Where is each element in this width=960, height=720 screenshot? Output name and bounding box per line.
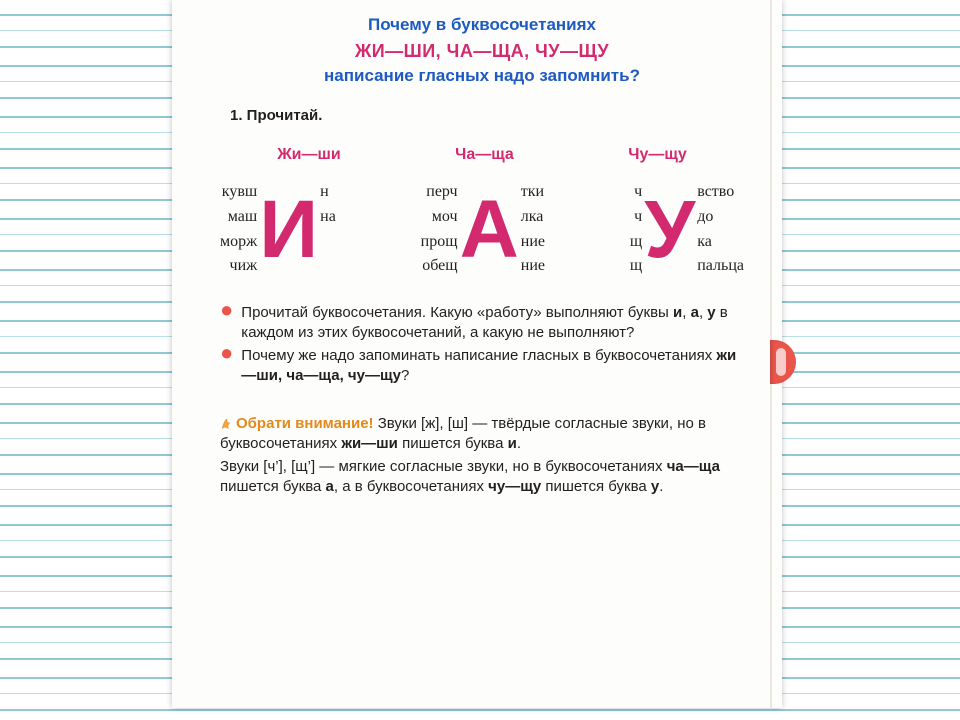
word-prefix: кувш bbox=[220, 180, 257, 205]
bullet-text: Прочитай буквосочетания. Какую «работу» … bbox=[241, 303, 744, 344]
word-prefix: прощ bbox=[421, 230, 458, 255]
title-line-3: написание гласных надо запомнить? bbox=[220, 65, 744, 88]
word-suffix: ние bbox=[521, 230, 545, 255]
attention-note: Обрати внимание! Звуки [ж], [ш] — твёрды… bbox=[220, 414, 744, 497]
word-prefix: чиж bbox=[220, 254, 257, 279]
textbook-page: Почему в буквосочетаниях ЖИ—ШИ, ЧА—ЩА, Ч… bbox=[172, 0, 782, 708]
bullet-text: Почему же надо запоминать написание глас… bbox=[241, 346, 744, 387]
word-suffix: ка bbox=[697, 230, 744, 255]
word-prefix: морж bbox=[220, 230, 257, 255]
word-prefix: щ bbox=[630, 254, 642, 279]
task-bullet: ●Почему же надо запоминать написание гла… bbox=[220, 346, 744, 387]
head-1: Жи—ши bbox=[277, 144, 340, 166]
head-3: Чу—щу bbox=[628, 144, 687, 166]
word-prefix: ч bbox=[630, 180, 642, 205]
word-columns: кувшмашморжчижИнна перчмочпрощобещАткилк… bbox=[220, 180, 744, 279]
big-vowel-letter: И bbox=[257, 198, 320, 262]
word-suffix: до bbox=[697, 205, 744, 230]
word-column: ччщщУвстводокапальца bbox=[630, 180, 744, 279]
title-line-1: Почему в буквосочетаниях bbox=[220, 14, 744, 37]
word-column: кувшмашморжчижИнна bbox=[220, 180, 336, 279]
lesson-title: Почему в буквосочетаниях ЖИ—ШИ, ЧА—ЩА, Ч… bbox=[220, 14, 744, 88]
bullet-dot-icon: ● bbox=[220, 344, 233, 385]
word-prefix: маш bbox=[220, 205, 257, 230]
word-suffix: н bbox=[320, 180, 336, 205]
bullet-dot-icon: ● bbox=[220, 301, 233, 342]
word-suffix: ние bbox=[521, 254, 545, 279]
word-suffix: вство bbox=[697, 180, 744, 205]
note-body-2: Звуки [ч’], [щ’] — мягкие согласные звук… bbox=[220, 457, 744, 498]
note-lead: Обрати внимание! bbox=[236, 415, 374, 432]
word-prefix: перч bbox=[421, 180, 458, 205]
title-line-2: ЖИ—ШИ, ЧА—ЩА, ЧУ—ЩУ bbox=[220, 39, 744, 63]
big-vowel-letter: А bbox=[458, 198, 521, 262]
task-heading: 1. Прочитай. bbox=[230, 106, 744, 126]
column-headings: Жи—ши Ча—ща Чу—щу bbox=[220, 144, 744, 166]
bullet-list: ●Прочитай буквосочетания. Какую «работу»… bbox=[220, 303, 744, 386]
big-vowel-letter: У bbox=[642, 198, 697, 262]
word-suffix: тки bbox=[521, 180, 545, 205]
word-suffix: пальца bbox=[697, 254, 744, 279]
word-prefix: ч bbox=[630, 205, 642, 230]
word-suffix: на bbox=[320, 205, 336, 230]
head-2: Ча—ща bbox=[455, 144, 514, 166]
word-prefix: щ bbox=[630, 230, 642, 255]
word-prefix: моч bbox=[421, 205, 458, 230]
word-suffix bbox=[320, 230, 336, 255]
task-bullet: ●Прочитай буквосочетания. Какую «работу»… bbox=[220, 303, 744, 344]
spark-icon bbox=[220, 416, 234, 430]
word-prefix: обещ bbox=[421, 254, 458, 279]
word-suffix bbox=[320, 254, 336, 279]
word-column: перчмочпрощобещАткилканиение bbox=[421, 180, 545, 279]
word-suffix: лка bbox=[521, 205, 545, 230]
